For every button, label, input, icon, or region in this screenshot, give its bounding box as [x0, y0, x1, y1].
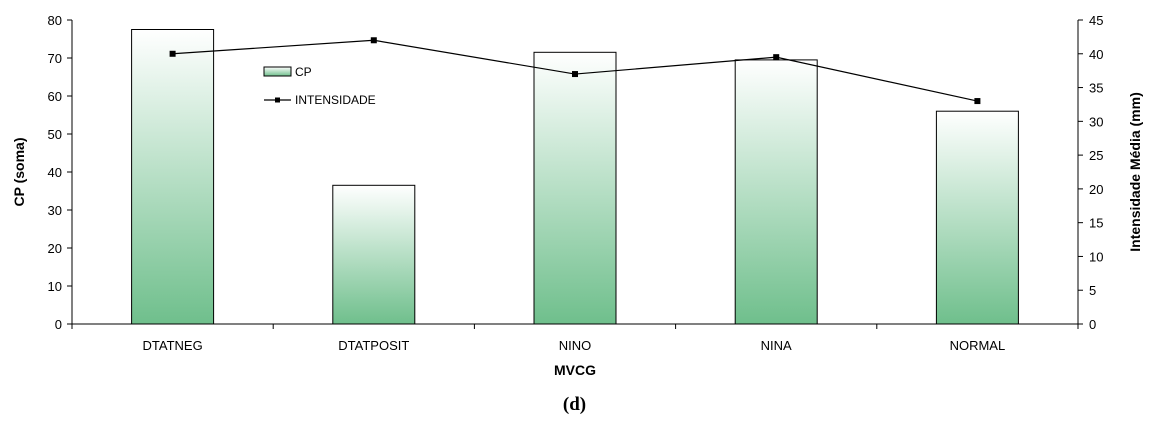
x-tick-label: NINO	[559, 338, 592, 353]
y-left-tick-label: 70	[48, 51, 62, 66]
bar-nina	[734, 59, 818, 325]
x-axis-title: MVCG	[554, 362, 596, 378]
y-left-tick-label: 10	[48, 279, 62, 294]
point-intensidade-nina	[773, 54, 780, 61]
panel-caption: (d)	[562, 394, 587, 415]
y-right-tick-label: 35	[1089, 81, 1103, 96]
y-axis-left-title: CP (soma)	[11, 138, 27, 207]
y-left-tick-label: 50	[48, 127, 62, 142]
point-intensidade-normal	[974, 98, 981, 105]
x-tick-label: DTATPOSIT	[338, 338, 409, 353]
y-right-tick-label: 0	[1089, 317, 1096, 332]
y-left-tick-label: 40	[48, 165, 62, 180]
legend-marker-intensidade	[275, 97, 280, 103]
y-right-tick-label: 20	[1089, 182, 1103, 197]
point-intensidade-nino	[572, 71, 578, 78]
combo-chart: 0 10 20 30 40 50 60 70 80 0 5 10 15 20 25 30 35 40 45 DTATN…	[11, 13, 1143, 378]
bars-layer	[131, 29, 1019, 325]
y-left-tick-label: 80	[48, 13, 62, 28]
ticks-layer: 0 10 20 30 40 50 60 70 80 0 5 10 15 20 25 30 35 40 45 DTATN…	[48, 13, 1104, 353]
point-intensidade-dtatposit	[370, 37, 377, 44]
y-right-tick-label: 25	[1089, 148, 1103, 163]
y-right-tick-label: 45	[1089, 13, 1103, 28]
bar-dtatposit	[332, 184, 416, 325]
y-left-tick-label: 60	[48, 89, 62, 104]
y-right-tick-label: 30	[1089, 114, 1103, 129]
x-tick-label: NINA	[761, 338, 792, 353]
x-tick-label: DTATNEG	[143, 338, 203, 353]
bar-nino	[533, 51, 617, 325]
bar-normal	[935, 110, 1019, 325]
y-left-tick-label: 0	[55, 317, 62, 332]
y-right-tick-label: 15	[1089, 216, 1103, 231]
y-left-tick-label: 20	[48, 241, 62, 256]
y-right-tick-label: 40	[1089, 47, 1103, 62]
y-right-tick-label: 10	[1089, 249, 1103, 264]
x-tick-label: NORMAL	[950, 338, 1006, 353]
legend: CP INTENSIDADE	[263, 65, 376, 107]
y-left-tick-label: 30	[48, 203, 62, 218]
legend-swatch-cp	[263, 66, 292, 77]
y-axis-right-title: Intensidade Média (mm)	[1127, 92, 1143, 251]
point-intensidade-dtatneg	[169, 50, 176, 57]
legend-label-intensidade: INTENSIDADE	[295, 93, 376, 107]
line-layer	[169, 37, 981, 105]
legend-label-cp: CP	[295, 65, 312, 79]
bar-dtatneg	[131, 29, 215, 325]
y-right-tick-label: 5	[1089, 283, 1096, 298]
